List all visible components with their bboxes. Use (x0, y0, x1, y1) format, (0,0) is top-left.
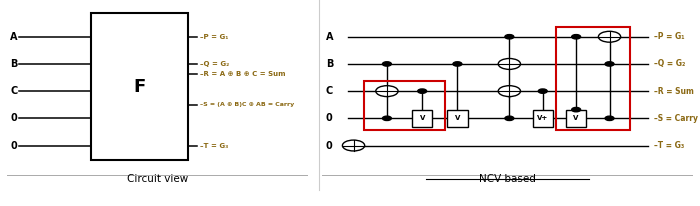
Text: B: B (326, 59, 333, 69)
Text: 0: 0 (10, 140, 17, 151)
Circle shape (572, 108, 580, 112)
Circle shape (605, 116, 614, 121)
Text: V+: V+ (537, 115, 548, 121)
Circle shape (342, 140, 365, 151)
Text: V: V (455, 115, 460, 121)
Text: B: B (10, 59, 18, 69)
Bar (566, 110, 587, 127)
Circle shape (505, 116, 514, 121)
Text: C: C (10, 86, 18, 96)
Text: –T = G₃: –T = G₃ (199, 143, 228, 149)
Circle shape (418, 89, 426, 93)
Text: NCV-based: NCV-based (479, 174, 536, 185)
Bar (91, 13, 188, 160)
Circle shape (572, 35, 580, 39)
Bar (364, 81, 445, 130)
Text: Circuit view: Circuit view (127, 174, 188, 184)
Bar (447, 110, 468, 127)
Text: A: A (326, 32, 333, 42)
Circle shape (605, 62, 614, 66)
Text: –S = (A ⊕ B)C ⊕ AB = Carry: –S = (A ⊕ B)C ⊕ AB = Carry (199, 102, 294, 107)
Bar (412, 110, 433, 127)
Circle shape (538, 89, 547, 93)
Text: –T = G₃: –T = G₃ (654, 141, 685, 150)
Text: –S = Carry: –S = Carry (654, 114, 698, 123)
Bar (556, 27, 630, 130)
Text: –Q = G₂: –Q = G₂ (199, 61, 229, 67)
Circle shape (498, 86, 521, 97)
Text: 0: 0 (326, 140, 332, 151)
Circle shape (498, 59, 521, 69)
Circle shape (453, 62, 462, 66)
Text: –Q = G₂: –Q = G₂ (654, 60, 685, 68)
Circle shape (376, 86, 398, 97)
Text: 0: 0 (326, 113, 332, 123)
Circle shape (382, 116, 391, 121)
Text: V: V (573, 115, 579, 121)
Text: 0: 0 (10, 113, 17, 123)
Text: F: F (133, 78, 146, 96)
Text: –P = G₁: –P = G₁ (654, 32, 685, 41)
Circle shape (505, 35, 514, 39)
Text: A: A (10, 32, 18, 42)
Circle shape (382, 62, 391, 66)
Text: –R = A ⊕ B ⊕ C = Sum: –R = A ⊕ B ⊕ C = Sum (199, 71, 285, 77)
Text: –P = G₁: –P = G₁ (199, 34, 228, 40)
Bar (533, 110, 553, 127)
Text: C: C (326, 86, 333, 96)
Text: V: V (419, 115, 425, 121)
Text: –R = Sum: –R = Sum (654, 87, 694, 96)
Circle shape (598, 31, 621, 42)
